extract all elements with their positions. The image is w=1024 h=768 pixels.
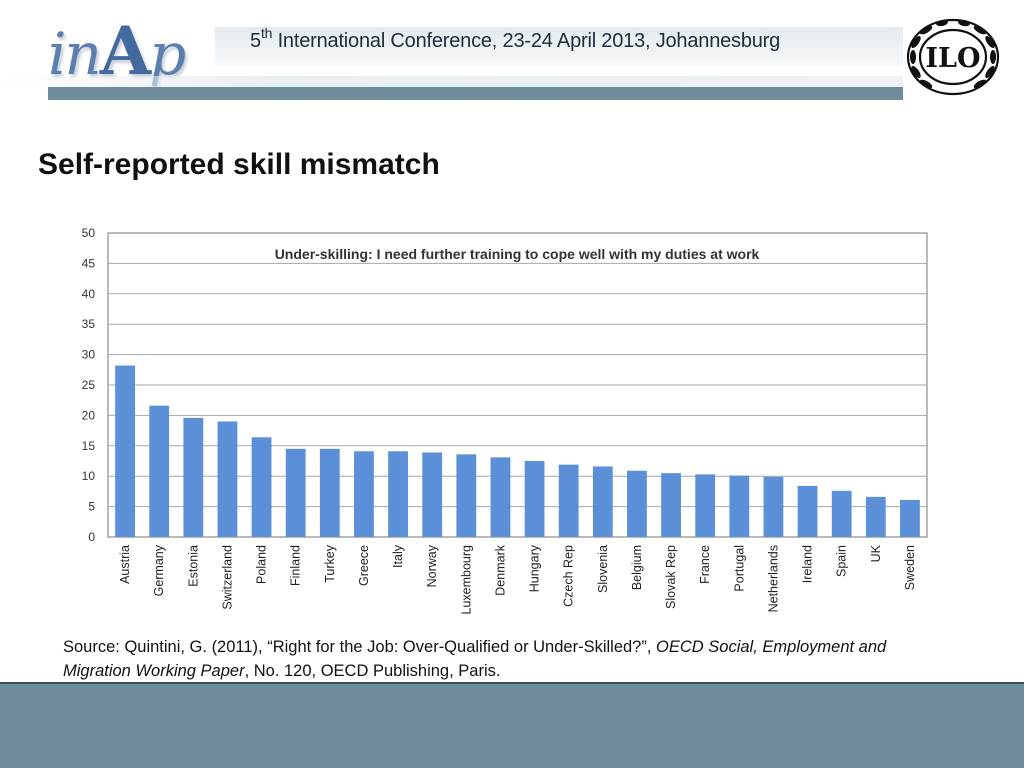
- x-tick-label: Poland: [255, 545, 269, 584]
- source-italic: OECD Social, Employment and Migration Wo…: [63, 638, 887, 680]
- x-tick-label: Hungary: [528, 544, 542, 592]
- bar-belgium: [627, 470, 647, 537]
- bar-luxembourg: [456, 454, 477, 537]
- bar-netherlands: [763, 476, 784, 537]
- y-tick-label: 50: [82, 226, 96, 240]
- bar-spain: [831, 490, 852, 537]
- x-tick-label: Estonia: [186, 545, 200, 587]
- y-tick-label: 20: [82, 408, 96, 422]
- y-tick-label: 10: [82, 469, 96, 483]
- x-tick-label: Switzerland: [220, 545, 234, 610]
- x-tick-label: Ireland: [801, 545, 815, 583]
- source-prefix: Source: Quintini, G. (2011), “Right for …: [63, 638, 657, 656]
- bar-poland: [251, 437, 272, 537]
- x-tick-label: Greece: [357, 545, 371, 586]
- x-tick-label: Italy: [391, 544, 405, 568]
- bar-estonia: [183, 417, 204, 537]
- x-tick-label: Sweden: [903, 545, 917, 590]
- x-tick-label: France: [698, 545, 712, 584]
- bar-sweden: [900, 499, 920, 537]
- y-tick-label: 30: [82, 348, 96, 362]
- inap-logo: inAp: [48, 10, 218, 92]
- slide-title: Self-reported skill mismatch: [38, 148, 440, 181]
- conference-ordinal: 5: [250, 30, 261, 52]
- x-tick-label: UK: [869, 544, 883, 562]
- x-tick-label: Denmark: [493, 544, 507, 595]
- bar-slovenia: [592, 466, 613, 537]
- slide-header: inAp 5th International Conference, 23-24…: [0, 0, 1024, 110]
- x-tick-label: Portugal: [732, 545, 746, 592]
- bar-hungary: [524, 461, 545, 537]
- y-tick-label: 25: [82, 378, 96, 392]
- y-tick-label: 40: [82, 287, 96, 301]
- footer-band: [0, 682, 1024, 768]
- x-tick-label: Netherlands: [766, 545, 780, 612]
- bar-germany: [149, 405, 170, 537]
- bar-slovak-rep: [661, 473, 681, 537]
- gridlines: [108, 262, 927, 508]
- bar-greece: [354, 451, 374, 537]
- bar-austria: [115, 365, 135, 537]
- bar-france: [695, 474, 716, 537]
- bar-switzerland: [217, 421, 238, 537]
- ilo-logo-icon: ILO: [906, 18, 1000, 96]
- x-tick-label: Luxembourg: [459, 545, 473, 615]
- header-bar: [48, 87, 903, 100]
- ilo-logo-text: ILO: [925, 43, 980, 74]
- y-tick-label: 35: [82, 317, 96, 331]
- x-axis-ticks: Austria Germany Estonia Switzerland Poland Fi…: [118, 544, 917, 614]
- y-axis-ticks: 0 5 10 15 20 25 30 35 40 45 50: [82, 226, 96, 544]
- header-shade: [0, 76, 903, 87]
- laurel-leaves-icon: [910, 19, 996, 89]
- source-suffix: , No. 120, OECD Publishing, Paris.: [244, 662, 501, 680]
- bar-italy: [388, 451, 408, 537]
- x-tick-label: Turkey: [323, 544, 337, 582]
- x-tick-label: Czech Rep: [562, 545, 576, 607]
- x-tick-label: Slovenia: [596, 545, 610, 593]
- x-tick-label: Germany: [152, 544, 166, 596]
- x-tick-label: Finland: [289, 545, 303, 586]
- y-tick-label: 0: [88, 530, 95, 544]
- bars: [115, 365, 920, 537]
- header-band: [215, 27, 903, 67]
- conference-title: 5th International Conference, 23-24 Apri…: [250, 25, 781, 53]
- bar-turkey: [319, 448, 340, 537]
- bar-portugal: [729, 475, 750, 537]
- under-skilling-bar-chart: 0 5 10 15 20 25 30 35 40 45 50 Austria Germany Eston…: [82, 226, 928, 615]
- bar-czech-rep: [558, 464, 579, 537]
- x-tick-label: Spain: [835, 545, 849, 577]
- x-tick-label: Slovak Rep: [664, 545, 678, 609]
- y-tick-label: 45: [82, 256, 96, 270]
- bar-denmark: [490, 457, 511, 537]
- conference-ordinal-suffix: th: [260, 25, 273, 41]
- bar-uk: [865, 496, 886, 537]
- x-tick-label: Austria: [118, 545, 132, 584]
- source-citation: Source: Quintini, G. (2011), “Right for …: [63, 635, 943, 683]
- conference-title-text: International Conference, 23-24 April 20…: [277, 30, 781, 52]
- y-tick-label: 5: [88, 500, 95, 514]
- x-tick-label: Belgium: [630, 545, 644, 590]
- bar-ireland: [797, 485, 818, 537]
- x-tick-label: Norway: [425, 544, 439, 587]
- chart-title: Under-skilling: I need further training …: [275, 246, 760, 262]
- y-tick-label: 15: [82, 439, 96, 453]
- bar-finland: [285, 448, 306, 537]
- bar-norway: [422, 452, 443, 537]
